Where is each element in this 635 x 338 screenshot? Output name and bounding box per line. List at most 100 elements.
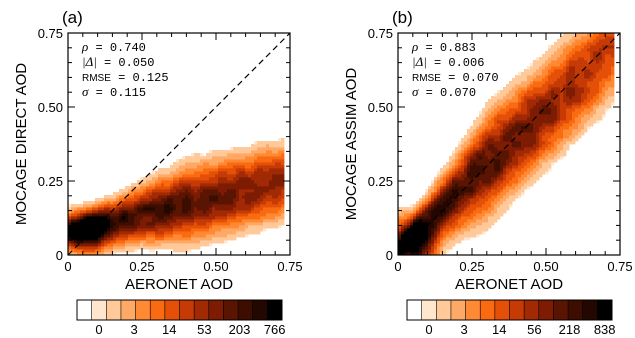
heatmap-cell [578, 117, 582, 121]
heatmap-cell [266, 180, 270, 184]
stat-symbol: σ [412, 84, 419, 99]
heatmap-cell [89, 219, 93, 223]
heatmap-cell [92, 240, 96, 244]
heatmap-cell [161, 183, 165, 187]
heatmap-cell [257, 231, 261, 235]
heatmap-cell [518, 87, 522, 91]
heatmap-cell [557, 147, 561, 151]
heatmap-cell [188, 171, 192, 175]
heatmap-cell [236, 222, 240, 226]
heatmap-cell [176, 168, 180, 172]
heatmap-cell [98, 249, 102, 253]
heatmap-cell [575, 99, 579, 103]
heatmap-cell [191, 174, 195, 178]
heatmap-cell [557, 135, 561, 139]
heatmap-cell [89, 240, 93, 244]
heatmap-cell [503, 183, 507, 187]
heatmap-cell [266, 162, 270, 166]
heatmap-cell [68, 237, 72, 241]
heatmap-cell [179, 192, 183, 196]
heatmap-cell [140, 189, 144, 193]
heatmap-cell [131, 192, 135, 196]
heatmap-cell [251, 201, 255, 205]
heatmap-cell [200, 186, 204, 190]
heatmap-cell [71, 225, 75, 229]
heatmap-cell [479, 219, 483, 223]
heatmap-cell [536, 93, 540, 97]
heatmap-cell [155, 201, 159, 205]
heatmap-cell [410, 246, 414, 250]
heatmap-cell [521, 162, 525, 166]
heatmap-cell [470, 141, 474, 145]
heatmap-cell [77, 210, 81, 214]
heatmap-cell [272, 159, 276, 163]
heatmap-cell [239, 234, 243, 238]
heatmap-cell [191, 189, 195, 193]
heatmap-cell [542, 90, 546, 94]
heatmap-cell [206, 228, 210, 232]
heatmap-cell [455, 192, 459, 196]
heatmap-cell [503, 141, 507, 145]
heatmap-cell [215, 198, 219, 202]
heatmap-cell [560, 66, 564, 70]
heatmap-cell [500, 129, 504, 133]
heatmap-cell [176, 165, 180, 169]
heatmap-cell [278, 219, 282, 223]
heatmap-cell [590, 105, 594, 109]
heatmap-cell [131, 198, 135, 202]
heatmap-cell [587, 33, 591, 37]
heatmap-cell [503, 120, 507, 124]
heatmap-cell [200, 231, 204, 235]
heatmap-cell [185, 228, 189, 232]
heatmap-cell [209, 168, 213, 172]
heatmap-cell [473, 165, 477, 169]
heatmap-cell [494, 93, 498, 97]
heatmap-cell [164, 171, 168, 175]
heatmap-cell [224, 168, 228, 172]
heatmap-cell [554, 153, 558, 157]
heatmap-cell [128, 234, 132, 238]
heatmap-cell [452, 174, 456, 178]
heatmap-cell [521, 189, 525, 193]
heatmap-cell [482, 228, 486, 232]
heatmap-cell [596, 81, 600, 85]
heatmap-cell [584, 63, 588, 67]
heatmap-cell [479, 228, 483, 232]
heatmap-cell [479, 156, 483, 160]
heatmap-cell [509, 147, 513, 151]
heatmap-cell [224, 156, 228, 160]
heatmap-cell [251, 222, 255, 226]
heatmap-cell [182, 156, 186, 160]
heatmap-cell [281, 171, 285, 175]
heatmap-cell [521, 90, 525, 94]
heatmap-cell [149, 210, 153, 214]
heatmap-cell [566, 138, 570, 142]
heatmap-cell [104, 228, 108, 232]
heatmap-cell [173, 165, 177, 169]
heatmap-cell [500, 93, 504, 97]
heatmap-cell [533, 159, 537, 163]
heatmap-cell [548, 141, 552, 145]
heatmap-cell [440, 237, 444, 241]
heatmap-cell [524, 111, 528, 115]
heatmap-cell [518, 81, 522, 85]
heatmap-cell [539, 108, 543, 112]
heatmap-cell [152, 186, 156, 190]
heatmap-cell [446, 213, 450, 217]
heatmap-cell [467, 156, 471, 160]
heatmap-cell [188, 213, 192, 217]
heatmap-cell [461, 207, 465, 211]
heatmap-cell [497, 99, 501, 103]
heatmap-cell [554, 81, 558, 85]
heatmap-cell [560, 42, 564, 46]
heatmap-cell [107, 240, 111, 244]
heatmap-cell [524, 177, 528, 181]
heatmap-cell [182, 246, 186, 250]
heatmap-cell [173, 231, 177, 235]
heatmap-cell [596, 42, 600, 46]
heatmap-cell [509, 177, 513, 181]
heatmap-cell [251, 228, 255, 232]
heatmap-cell [611, 81, 615, 85]
heatmap-cell [137, 192, 141, 196]
heatmap-cell [257, 198, 261, 202]
